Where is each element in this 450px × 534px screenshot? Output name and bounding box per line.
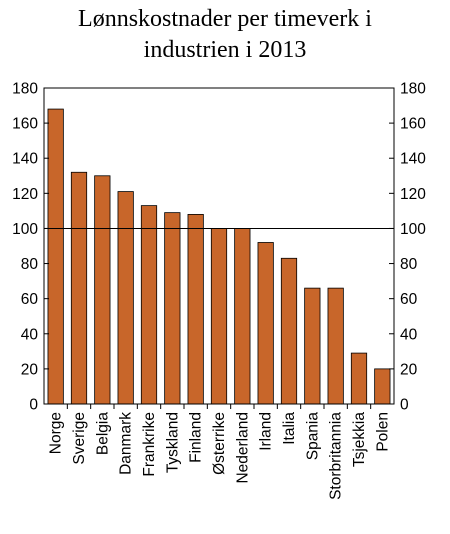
plot-frame [43, 87, 395, 405]
y-tick-label-left: 80 [21, 256, 39, 273]
x-category-label: Belgia [94, 412, 111, 455]
y-tick-label-right: 20 [400, 361, 418, 378]
bar-2 [70, 171, 88, 405]
chart-title: Lønnskostnader per timeverk i industrien… [0, 4, 450, 66]
y-tick-label-right: 60 [400, 291, 418, 308]
chart-title-line-2: industrien i 2013 [143, 37, 307, 63]
y-tick-label-right: 120 [400, 186, 426, 203]
y-tick-label-right: 180 [400, 81, 426, 98]
x-category-label: Østerrike [211, 412, 228, 475]
bar-7 [187, 213, 204, 405]
y-tick-label-right: 160 [400, 116, 426, 133]
x-category-label: Italia [281, 412, 298, 445]
y-tick-label-right: 0 [400, 397, 409, 414]
bar-3 [94, 175, 111, 405]
bar-14 [350, 352, 368, 405]
bar-11 [280, 257, 298, 405]
bar-1 [47, 108, 64, 405]
y-tick-label-right: 140 [400, 151, 426, 168]
x-category-label: Storbritannia [328, 412, 345, 500]
y-tick-label-left: 180 [12, 81, 38, 98]
y-tick-label-right: 40 [400, 326, 418, 343]
bar-10 [257, 242, 274, 405]
x-category-label: Irland [258, 412, 275, 451]
x-category-label: Finland [188, 412, 205, 463]
x-category-label: Frankrike [141, 412, 158, 477]
y-tick-label-left: 120 [12, 186, 38, 203]
x-category-label: Spania [304, 412, 321, 461]
x-category-label: Polen [374, 412, 391, 452]
y-tick-label-right: 80 [400, 256, 418, 273]
y-tick-label-left: 160 [12, 116, 38, 133]
y-tick-label-right: 100 [400, 221, 426, 238]
bar-12 [304, 287, 321, 405]
x-category-label: Sverige [71, 412, 88, 465]
bar-9 [234, 228, 251, 405]
x-category-label: Danmark [118, 412, 135, 475]
y-tick-label-left: 20 [21, 361, 39, 378]
x-category-label: Tsjekkia [351, 412, 368, 468]
bar-13 [327, 287, 344, 405]
y-tick-label-left: 0 [29, 397, 38, 414]
bar-15 [374, 368, 391, 405]
y-tick-label-left: 100 [12, 221, 38, 238]
x-category-label: Tyskland [164, 412, 181, 473]
x-category-label: Norge [48, 412, 65, 454]
bar-5 [140, 205, 158, 405]
y-tick-label-left: 60 [21, 291, 39, 308]
bar-6 [164, 212, 181, 405]
chart-title-line-1: Lønnskostnader per timeverk i [78, 6, 372, 32]
bar-4 [117, 191, 134, 405]
bar-8 [210, 228, 228, 405]
y-tick-label-left: 140 [12, 151, 38, 168]
x-category-label: Nederland [234, 412, 251, 484]
y-tick-label-left: 40 [21, 326, 39, 343]
